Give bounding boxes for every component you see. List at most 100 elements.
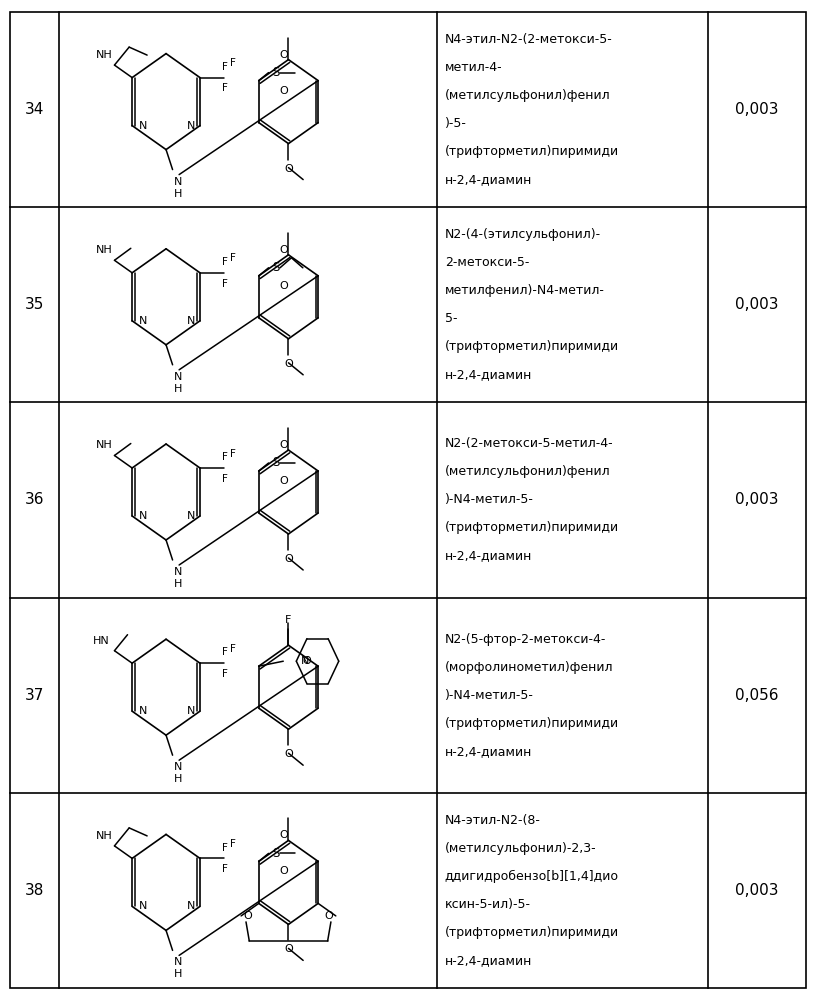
Text: (метилсульфонил)фенил: (метилсульфонил)фенил xyxy=(445,466,610,479)
Text: H: H xyxy=(175,969,183,979)
Text: F: F xyxy=(221,279,228,289)
Text: S: S xyxy=(272,456,279,470)
Text: O: O xyxy=(284,944,293,954)
Text: N: N xyxy=(175,372,183,382)
Text: F: F xyxy=(221,843,228,853)
Text: F: F xyxy=(221,257,228,267)
Text: O: O xyxy=(243,911,252,921)
Text: O: O xyxy=(303,656,312,666)
Text: NH: NH xyxy=(96,440,113,450)
Text: S: S xyxy=(272,261,279,274)
Text: NH: NH xyxy=(96,50,113,60)
Text: 0,003: 0,003 xyxy=(735,297,779,312)
Text: н-2,4-диамин: н-2,4-диамин xyxy=(445,173,532,186)
Text: N2-(4-(этилсульфонил)-: N2-(4-(этилсульфонил)- xyxy=(445,228,601,241)
Text: N: N xyxy=(139,121,147,131)
Text: N: N xyxy=(175,177,183,187)
Text: NH: NH xyxy=(96,245,113,255)
Text: H: H xyxy=(175,189,183,199)
Text: NH: NH xyxy=(96,831,113,841)
Text: F: F xyxy=(221,474,228,484)
Text: N: N xyxy=(301,656,309,666)
Text: н-2,4-диамин: н-2,4-диамин xyxy=(445,954,532,967)
Text: 5-: 5- xyxy=(445,312,457,325)
Text: н-2,4-диамин: н-2,4-диамин xyxy=(445,368,532,381)
Text: метил-4-: метил-4- xyxy=(445,61,503,74)
Text: F: F xyxy=(221,669,228,679)
Text: н-2,4-диамин: н-2,4-диамин xyxy=(445,745,532,758)
Text: (трифторметил)пиримиди: (трифторметил)пиримиди xyxy=(445,926,619,939)
Text: O: O xyxy=(279,86,287,96)
Text: O: O xyxy=(325,911,334,921)
Text: N: N xyxy=(139,316,147,326)
Text: S: S xyxy=(272,66,279,79)
Text: N: N xyxy=(175,567,183,577)
Text: N: N xyxy=(187,706,195,716)
Text: F: F xyxy=(221,83,228,93)
Text: 0,003: 0,003 xyxy=(735,883,779,898)
Text: F: F xyxy=(221,452,228,462)
Text: F: F xyxy=(286,615,291,625)
Text: 0,056: 0,056 xyxy=(735,688,779,703)
Text: ксин-5-ил)-5-: ксин-5-ил)-5- xyxy=(445,898,530,911)
Text: N: N xyxy=(139,511,147,521)
Text: 34: 34 xyxy=(24,102,44,117)
Text: O: O xyxy=(279,830,287,840)
Text: F: F xyxy=(229,644,236,654)
Text: F: F xyxy=(229,253,236,263)
Text: метилфенил)-N4-метил-: метилфенил)-N4-метил- xyxy=(445,284,605,297)
Text: N: N xyxy=(187,316,195,326)
Text: F: F xyxy=(229,839,236,849)
Text: 2-метокси-5-: 2-метокси-5- xyxy=(445,256,529,269)
Text: O: O xyxy=(279,866,287,876)
Text: F: F xyxy=(229,449,236,459)
Text: )-N4-метил-5-: )-N4-метил-5- xyxy=(445,493,534,506)
Text: F: F xyxy=(229,58,236,68)
Text: N: N xyxy=(175,762,183,772)
Text: F: F xyxy=(221,647,228,657)
Text: N: N xyxy=(187,511,195,521)
Text: O: O xyxy=(279,50,287,60)
Text: 36: 36 xyxy=(24,492,44,508)
Text: O: O xyxy=(284,749,293,759)
Text: 37: 37 xyxy=(24,688,44,703)
Text: H: H xyxy=(175,384,183,394)
Text: N4-этил-N2-(2-метокси-5-: N4-этил-N2-(2-метокси-5- xyxy=(445,33,613,46)
Text: H: H xyxy=(175,579,183,589)
Text: 38: 38 xyxy=(24,883,44,898)
Text: ддигидробензо[b][1,4]дио: ддигидробензо[b][1,4]дио xyxy=(445,870,619,883)
Text: N: N xyxy=(175,957,183,967)
Text: (трифторметил)пиримиди: (трифторметил)пиримиди xyxy=(445,145,619,158)
Text: H: H xyxy=(175,774,183,784)
Text: 35: 35 xyxy=(24,297,44,312)
Text: O: O xyxy=(284,164,293,174)
Text: O: O xyxy=(279,440,287,450)
Text: F: F xyxy=(221,864,228,874)
Text: S: S xyxy=(272,847,279,860)
Text: F: F xyxy=(221,62,228,72)
Text: (трифторметил)пиримиди: (трифторметил)пиримиди xyxy=(445,521,619,534)
Text: HN: HN xyxy=(93,636,109,646)
Text: N: N xyxy=(139,901,147,911)
Text: O: O xyxy=(279,245,287,255)
Text: N: N xyxy=(187,901,195,911)
Text: N4-этил-N2-(8-: N4-этил-N2-(8- xyxy=(445,814,540,827)
Text: )-N4-метил-5-: )-N4-метил-5- xyxy=(445,689,534,702)
Text: )-5-: )-5- xyxy=(445,117,467,130)
Text: O: O xyxy=(284,554,293,564)
Text: N2-(5-фтор-2-метокси-4-: N2-(5-фтор-2-метокси-4- xyxy=(445,633,606,646)
Text: 0,003: 0,003 xyxy=(735,492,779,508)
Text: (морфолинометил)фенил: (морфолинометил)фенил xyxy=(445,661,613,674)
Text: N2-(2-метокси-5-метил-4-: N2-(2-метокси-5-метил-4- xyxy=(445,438,614,450)
Text: (метилсульфонил)-2,3-: (метилсульфонил)-2,3- xyxy=(445,842,596,855)
Text: N: N xyxy=(139,706,147,716)
Text: н-2,4-диамин: н-2,4-диамин xyxy=(445,549,532,562)
Text: (трифторметил)пиримиди: (трифторметил)пиримиди xyxy=(445,340,619,353)
Text: O: O xyxy=(284,359,293,369)
Text: (трифторметил)пиримиди: (трифторметил)пиримиди xyxy=(445,717,619,730)
Text: N: N xyxy=(187,121,195,131)
Text: O: O xyxy=(279,476,287,486)
Text: (метилсульфонил)фенил: (метилсульфонил)фенил xyxy=(445,89,610,102)
Text: 0,003: 0,003 xyxy=(735,102,779,117)
Text: O: O xyxy=(279,281,287,291)
